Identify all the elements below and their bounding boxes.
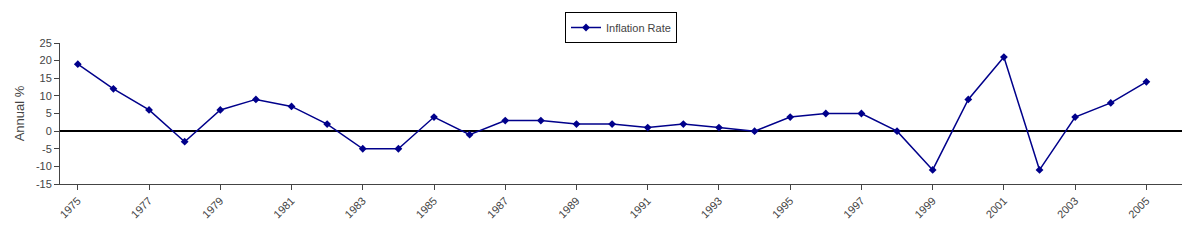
svg-text:20: 20 [40,54,52,66]
svg-text:1999: 1999 [912,195,938,221]
svg-text:Annual %: Annual % [12,85,27,141]
svg-text:2001: 2001 [983,195,1009,221]
svg-text:1975: 1975 [57,195,83,221]
svg-text:1991: 1991 [627,195,653,221]
svg-text:2003: 2003 [1055,195,1081,221]
svg-text:1983: 1983 [342,195,368,221]
svg-text:-15: -15 [36,178,52,190]
svg-text:1993: 1993 [698,195,724,221]
svg-text:-10: -10 [36,160,52,172]
svg-text:1977: 1977 [129,195,155,221]
svg-text:2005: 2005 [1126,195,1152,221]
svg-text:1987: 1987 [485,195,511,221]
svg-text:Inflation Rate: Inflation Rate [606,22,671,34]
svg-text:-5: -5 [42,143,52,155]
svg-text:1985: 1985 [414,195,440,221]
svg-text:25: 25 [40,37,52,49]
svg-text:1995: 1995 [770,195,796,221]
svg-text:1979: 1979 [200,195,226,221]
svg-text:0: 0 [46,125,52,137]
svg-text:5: 5 [46,107,52,119]
svg-text:15: 15 [40,72,52,84]
svg-text:1989: 1989 [556,195,582,221]
svg-text:1997: 1997 [841,195,867,221]
svg-text:1981: 1981 [271,195,297,221]
svg-text:10: 10 [40,90,52,102]
